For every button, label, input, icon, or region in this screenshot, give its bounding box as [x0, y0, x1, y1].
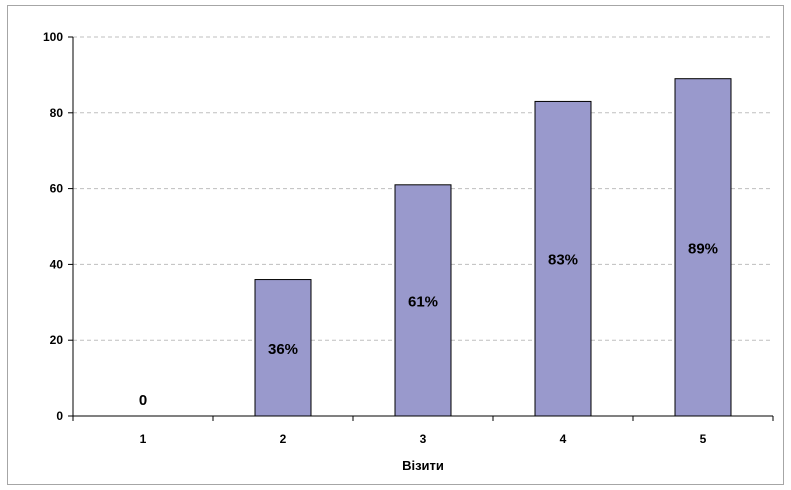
data-label: 89%: [688, 240, 718, 257]
bar-2: [254, 279, 312, 417]
labels: 0 20 40 60 80 100 1 0 2 36% 3 61% 4 83% 5 89%: [43, 30, 718, 446]
y-tick-label: 80: [50, 106, 64, 120]
x-tick-label: 3: [420, 432, 427, 446]
data-label: 61%: [408, 293, 438, 310]
x-tick-label: 4: [560, 432, 567, 446]
bars: [254, 78, 732, 417]
y-tick-label: 0: [56, 409, 63, 423]
y-tick-label: 40: [50, 257, 64, 271]
data-label: 83%: [548, 252, 578, 269]
y-tick-label: 20: [50, 333, 64, 347]
axes: [68, 36, 774, 421]
bar-5: [674, 78, 732, 417]
x-axis-title: Візити: [402, 458, 444, 473]
y-tick-label: 60: [50, 182, 64, 196]
data-label: 36%: [268, 341, 298, 358]
data-label: 0: [139, 392, 147, 409]
x-tick-label: 2: [280, 432, 287, 446]
y-tick-label: 100: [43, 30, 63, 44]
x-tick-label: 5: [700, 432, 707, 446]
x-tick-label: 1: [140, 432, 147, 446]
bar-4: [534, 100, 592, 417]
bar-3: [394, 184, 452, 417]
